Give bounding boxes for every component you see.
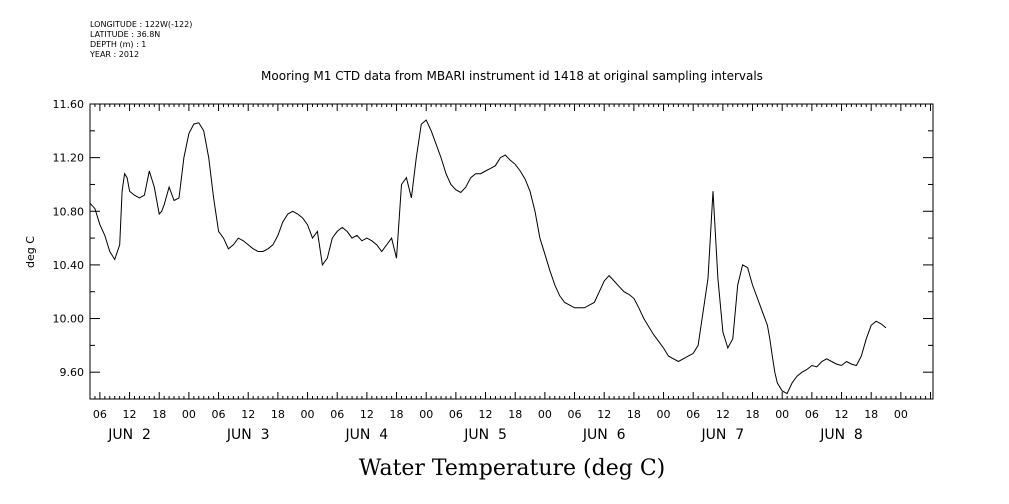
x-hour-label: 12 [716, 408, 730, 421]
x-day-label: JUN 5 [463, 427, 507, 443]
x-hour-label: 12 [360, 408, 374, 421]
x-hour-label: 06 [449, 408, 463, 421]
x-hour-label: 06 [568, 408, 582, 421]
x-hour-label: 00 [419, 408, 433, 421]
plot-frame [89, 103, 934, 400]
y-tick-label: 10.00 [53, 313, 85, 326]
x-hour-label: 18 [152, 408, 166, 421]
year-label: YEAR : 2012 [90, 50, 140, 59]
metadata-block: LONGITUDE : 122W(-122) LATITUDE : 36.8N … [90, 20, 192, 60]
x-hour-label: 12 [835, 408, 849, 421]
x-hour-label: 00 [538, 408, 552, 421]
y-tick-label: 9.60 [60, 366, 85, 379]
x-day-label: JUN 2 [107, 427, 151, 443]
x-hour-label: 18 [390, 408, 404, 421]
x-hour-label: 00 [894, 408, 908, 421]
x-hour-label: 06 [93, 408, 107, 421]
x-axis: 06 12 18 00 06 12 18 00 06 12 18 00 06 12 18 00 06 12 18 00… [89, 104, 932, 443]
x-hour-label: 00 [301, 408, 315, 421]
x-hour-label: 18 [508, 408, 522, 421]
x-hour-label: 18 [746, 408, 760, 421]
latitude-label: LATITUDE : 36.8N [90, 30, 161, 39]
longitude-label: LONGITUDE : 122W(-122) [90, 20, 193, 29]
x-day-label: JUN 7 [701, 427, 745, 443]
depth-label: DEPTH (m) : 1 [90, 40, 147, 49]
x-hour-label: 06 [212, 408, 226, 421]
x-axis-label: Water Temperature (deg C) [359, 456, 666, 481]
x-hour-label: 12 [241, 408, 255, 421]
x-hour-label: 06 [686, 408, 700, 421]
x-hour-label: 12 [597, 408, 611, 421]
y-axis: 9.60 10.00 10.40 10.80 11.20 11.60 [53, 98, 933, 379]
y-tick-label: 11.60 [53, 98, 85, 111]
x-hour-label: 00 [182, 408, 196, 421]
y-axis-label: deg C [24, 236, 37, 268]
x-hour-label: 18 [271, 408, 285, 421]
x-hour-label: 00 [657, 408, 671, 421]
x-day-label: JUN 6 [582, 427, 626, 443]
x-hour-label: 18 [627, 408, 641, 421]
x-hour-label: 06 [805, 408, 819, 421]
y-tick-label: 10.80 [53, 205, 85, 218]
x-hour-label: 00 [775, 408, 789, 421]
y-tick-label: 10.40 [53, 259, 85, 272]
x-hour-label: 12 [123, 408, 137, 421]
x-hour-label: 18 [864, 408, 878, 421]
x-hour-label: 12 [479, 408, 493, 421]
y-tick-label: 11.20 [53, 152, 85, 165]
x-day-label: JUN 4 [345, 427, 389, 443]
x-day-label: JUN 3 [226, 427, 270, 443]
x-hour-label: 06 [330, 408, 344, 421]
x-day-label: JUN 8 [819, 427, 863, 443]
chart-title: Mooring M1 CTD data from MBARI instrumen… [261, 69, 763, 83]
water-temperature-line [89, 119, 887, 395]
